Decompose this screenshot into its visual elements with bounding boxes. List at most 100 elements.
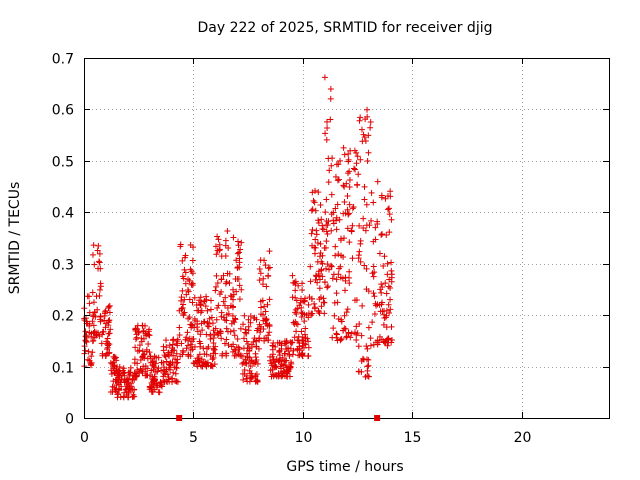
- data-point: [270, 363, 277, 370]
- data-point: [338, 316, 345, 323]
- data-point: [173, 350, 180, 357]
- data-point: [136, 370, 143, 377]
- data-point: [378, 289, 385, 296]
- data-point: [177, 243, 184, 250]
- data-point: [278, 365, 285, 372]
- data-point: [230, 327, 237, 334]
- data-point: [212, 350, 219, 357]
- data-point: [299, 342, 306, 349]
- data-point: [312, 187, 319, 194]
- data-point: [247, 313, 254, 320]
- data-point: [180, 310, 187, 317]
- data-point: [251, 314, 258, 321]
- data-point: [336, 216, 343, 223]
- data-point: [289, 294, 296, 301]
- data-point: [327, 95, 334, 102]
- data-point: [278, 361, 285, 368]
- data-point: [136, 342, 143, 349]
- data-point: [183, 291, 190, 298]
- data-point: [346, 201, 353, 208]
- data-point: [140, 335, 147, 342]
- data-point: [120, 365, 127, 372]
- data-point: [371, 311, 378, 318]
- data-point: [102, 307, 109, 314]
- data-point: [148, 379, 155, 386]
- data-point: [260, 275, 267, 282]
- data-point: [114, 379, 121, 386]
- data-point: [169, 375, 176, 382]
- data-point: [311, 244, 318, 251]
- data-point: [191, 360, 198, 367]
- data-point: [330, 209, 337, 216]
- baseline-markers: [176, 415, 381, 421]
- data-point: [365, 288, 372, 295]
- data-point: [357, 114, 364, 121]
- data-point: [156, 389, 163, 396]
- data-point: [326, 167, 333, 174]
- data-point: [89, 349, 96, 356]
- data-point: [312, 236, 319, 243]
- data-point: [194, 307, 201, 314]
- data-point: [209, 363, 216, 370]
- data-point: [325, 179, 332, 186]
- data-point: [114, 363, 121, 370]
- data-point: [289, 339, 296, 346]
- data-point: [371, 269, 378, 276]
- data-point: [136, 347, 143, 354]
- data-point: [197, 340, 204, 347]
- data-point: [125, 390, 132, 397]
- data-point: [368, 217, 375, 224]
- data-point: [291, 334, 298, 341]
- data-point: [205, 323, 212, 330]
- data-point: [271, 364, 278, 371]
- data-point: [295, 352, 302, 359]
- data-point: [213, 283, 220, 290]
- data-point: [223, 325, 230, 332]
- data-point: [189, 257, 196, 264]
- data-point: [148, 388, 155, 395]
- data-point: [236, 296, 243, 303]
- data-point: [247, 319, 254, 326]
- data-point: [204, 345, 211, 352]
- data-point: [361, 262, 368, 269]
- data-point: [297, 295, 304, 302]
- data-point: [160, 377, 167, 384]
- data-point: [326, 266, 333, 273]
- data-point: [349, 222, 356, 229]
- data-point: [235, 242, 242, 249]
- data-point: [317, 240, 324, 247]
- data-point: [191, 343, 198, 350]
- data-point: [220, 314, 227, 321]
- data-point: [237, 246, 244, 253]
- x-tick-label: 5: [189, 430, 198, 446]
- data-point: [264, 301, 271, 308]
- data-point: [158, 367, 165, 374]
- data-point: [387, 284, 394, 291]
- data-point: [371, 293, 378, 300]
- data-point: [86, 300, 93, 307]
- data-point: [262, 308, 269, 315]
- data-point: [96, 286, 103, 293]
- data-point: [362, 227, 369, 234]
- data-point: [231, 332, 238, 339]
- data-point: [316, 310, 323, 317]
- data-point: [107, 359, 114, 366]
- data-point: [370, 238, 377, 245]
- data-point: [212, 243, 219, 250]
- data-point: [335, 176, 342, 183]
- data-point: [245, 340, 252, 347]
- data-point: [252, 372, 259, 379]
- data-point: [145, 328, 152, 335]
- data-point: [224, 228, 231, 235]
- data-point: [241, 367, 248, 374]
- data-point: [329, 334, 336, 341]
- data-point: [387, 188, 394, 195]
- data-point: [286, 366, 293, 373]
- x-tick-label: 0: [80, 430, 89, 446]
- data-point: [229, 304, 236, 311]
- data-point: [98, 340, 105, 347]
- data-point: [365, 373, 372, 380]
- data-point: [220, 298, 227, 305]
- data-point: [383, 307, 390, 314]
- data-point: [337, 336, 344, 343]
